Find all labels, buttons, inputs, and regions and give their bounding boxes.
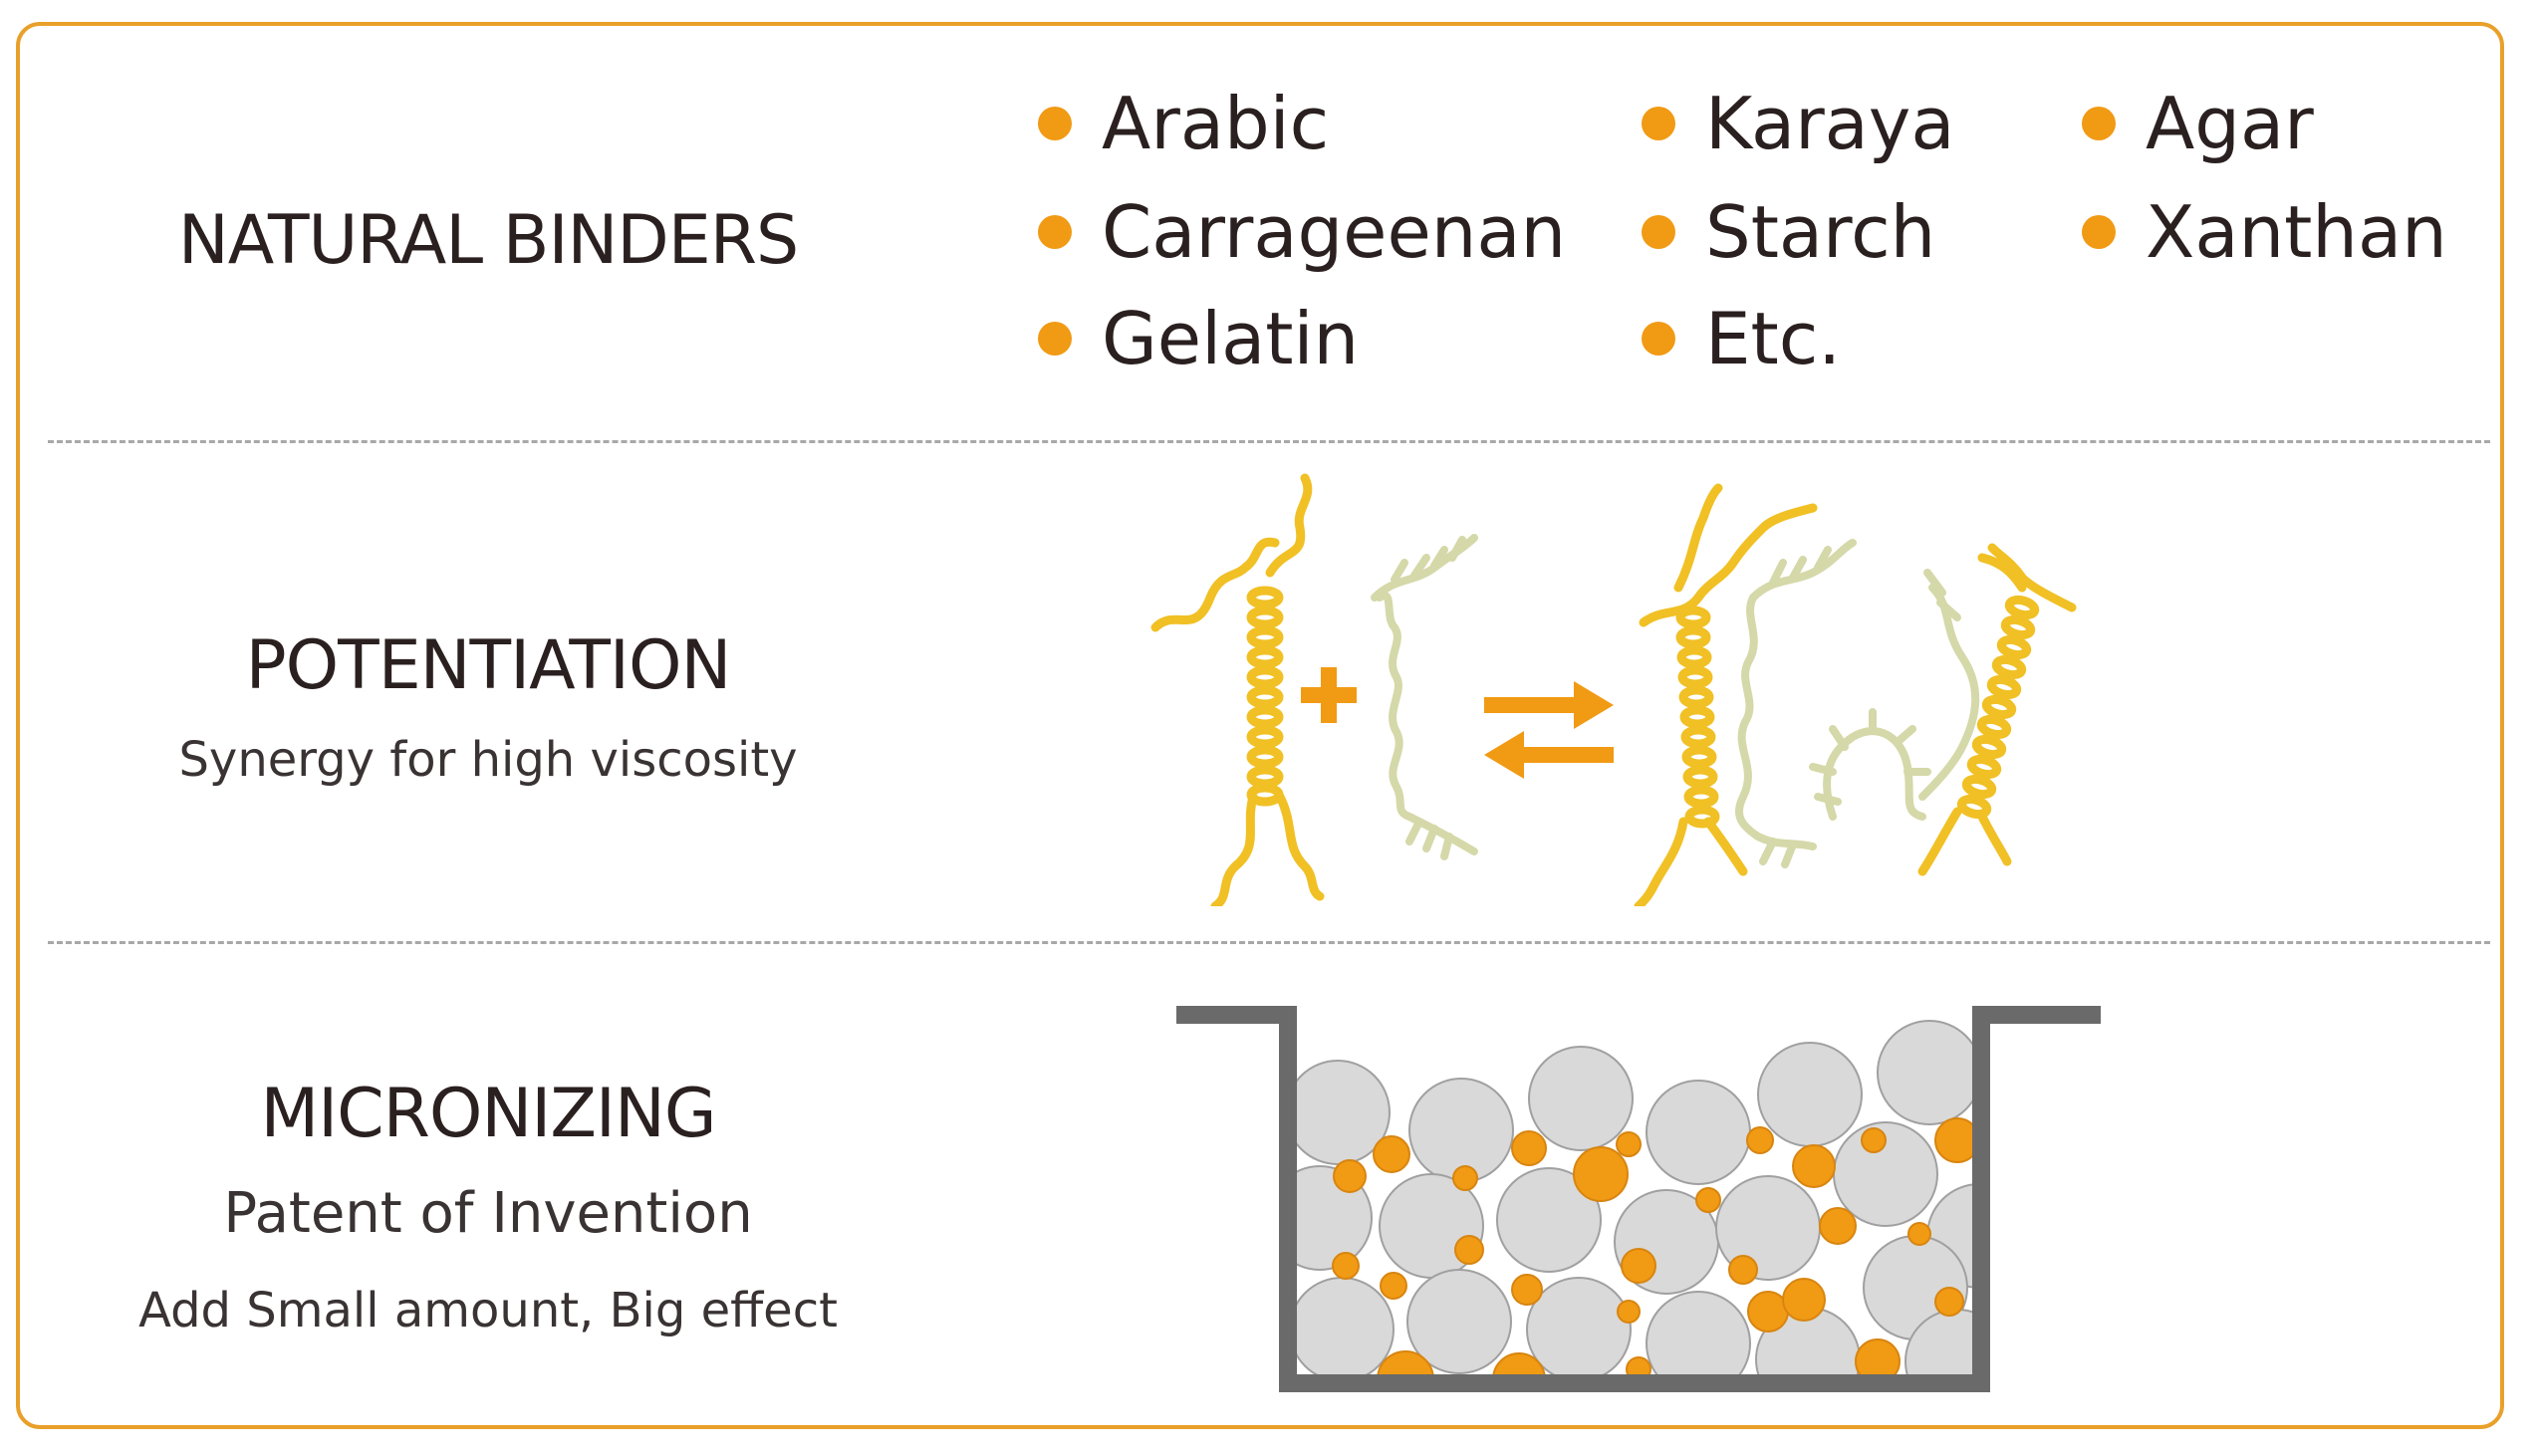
- binder-item: Carrageenan: [1038, 196, 1566, 268]
- polymer-helix-icon: [1150, 473, 1325, 906]
- potentiation-illustration: [1150, 473, 2077, 906]
- equilibrium-arrows-icon: [1484, 681, 1614, 779]
- binder-label: Etc.: [1705, 297, 1842, 380]
- natural-binders-title: NATURAL BINDERS: [177, 201, 799, 280]
- bullet-icon: [2082, 107, 2116, 140]
- plus-icon: [1301, 667, 1357, 723]
- section-divider: [48, 941, 2490, 944]
- micronizing-title: MICRONIZING: [260, 1075, 716, 1153]
- polymer-branch-icon: [1371, 534, 1478, 860]
- content-frame: [16, 22, 2504, 1429]
- binder-item: Gelatin: [1038, 303, 1359, 374]
- binder-label: Starch: [1705, 190, 1936, 274]
- binder-item: Xanthan: [2082, 196, 2447, 268]
- binder-item: Karaya: [1642, 88, 1955, 159]
- binder-label: Gelatin: [1102, 297, 1360, 380]
- potentiation-subtitle: Synergy for high viscosity: [178, 732, 798, 788]
- binder-label: Arabic: [1102, 82, 1330, 165]
- bullet-icon: [1642, 215, 1675, 249]
- binder-label: Agar: [2146, 82, 2314, 165]
- micronizing-subtitle: Patent of Invention: [223, 1181, 753, 1246]
- section-divider: [48, 440, 2490, 443]
- binder-label: Karaya: [1705, 82, 1955, 165]
- binder-item: Agar: [2082, 88, 2314, 159]
- particle-container-icon: [1176, 1006, 2101, 1392]
- potentiation-title: POTENTIATION: [245, 626, 732, 705]
- polymer-network-icon: [1634, 483, 2077, 906]
- binder-item: Arabic: [1038, 88, 1329, 159]
- binder-item: Starch: [1642, 196, 1935, 268]
- bullet-icon: [1038, 322, 1072, 356]
- bullet-icon: [1642, 322, 1675, 356]
- bullet-icon: [1642, 107, 1675, 140]
- binder-label: Carrageenan: [1102, 190, 1567, 274]
- bullet-icon: [1038, 107, 1072, 140]
- binder-item: Etc.: [1642, 303, 1841, 374]
- bullet-icon: [1038, 215, 1072, 249]
- bullet-icon: [2082, 215, 2116, 249]
- binder-label: Xanthan: [2146, 190, 2447, 274]
- micronizing-note: Add Small amount, Big effect: [138, 1283, 838, 1338]
